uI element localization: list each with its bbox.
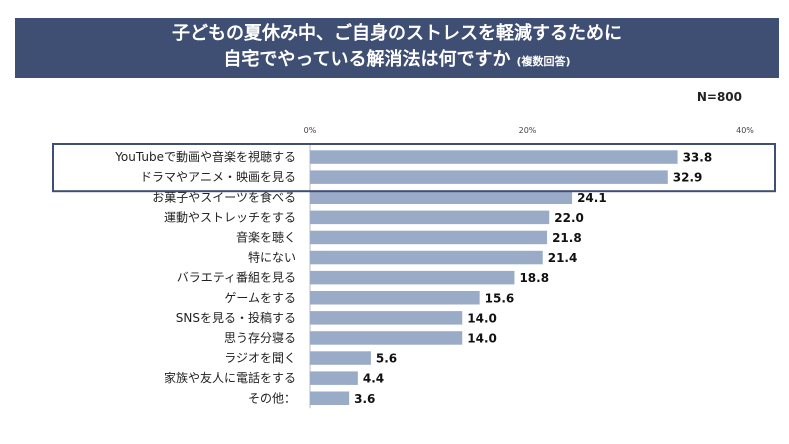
bar xyxy=(310,190,573,204)
value-label: 22.0 xyxy=(554,211,584,225)
value-label: 21.4 xyxy=(548,251,578,265)
category-label: YouTubeで動画や音楽を視聴する xyxy=(114,149,296,164)
bar xyxy=(310,150,678,164)
bar xyxy=(310,210,550,225)
category-label: その他： xyxy=(248,391,296,405)
category-label: バラエティ番組を見る xyxy=(177,271,296,285)
value-label: 14.0 xyxy=(467,331,497,345)
category-label: ゲームをする xyxy=(224,291,296,305)
bar xyxy=(310,371,358,385)
category-label: 運動やストレッチをする xyxy=(164,210,296,224)
x-tick-label: 20% xyxy=(519,126,537,135)
value-label: 4.4 xyxy=(363,372,384,386)
value-label: 18.8 xyxy=(519,271,549,285)
value-label: 5.6 xyxy=(376,352,397,366)
category-label: 思う存分寝る xyxy=(224,330,296,345)
category-label: 音楽を聴く xyxy=(236,229,296,244)
bar xyxy=(310,250,543,265)
category-label: ラジオを聞く xyxy=(224,351,296,365)
value-label: 24.1 xyxy=(577,191,607,205)
x-tick-label: 40% xyxy=(736,126,754,135)
chart-title-line-1: 子どもの夏休み中、ご自身のストレスを軽減するために xyxy=(172,23,622,44)
category-label: ドラマやアニメ・映画を見る xyxy=(140,170,296,184)
bar xyxy=(310,351,371,365)
category-label: お菓子やスイーツを食べる xyxy=(152,189,296,204)
bar xyxy=(310,311,463,325)
bar xyxy=(310,391,350,405)
sample-size-label: N=800 xyxy=(696,90,742,104)
bar xyxy=(310,291,480,305)
chart-title-note: (複数回答) xyxy=(516,55,571,68)
category-label: 特にない xyxy=(248,250,296,265)
value-label: 15.6 xyxy=(485,291,515,305)
bar xyxy=(310,170,668,184)
chart-title-line-2-text: 自宅でやっている解消法は何ですか xyxy=(223,49,511,70)
chart-title-banner: 子どもの夏休み中、ご自身のストレスを軽減するために 自宅でやっている解消法は何で… xyxy=(15,18,779,78)
value-label: 32.9 xyxy=(673,171,703,185)
bar xyxy=(310,331,463,345)
highlight-box xyxy=(52,143,776,193)
x-tick-label: 0% xyxy=(304,126,317,135)
value-label: 3.6 xyxy=(354,392,375,406)
value-label: 14.0 xyxy=(467,311,497,325)
bar xyxy=(310,230,548,245)
category-label: 家族や友人に電話をする xyxy=(164,370,296,385)
bar xyxy=(310,270,515,285)
value-label: 21.8 xyxy=(552,231,582,245)
chart-title-line-2: 自宅でやっている解消法は何ですか (複数回答) xyxy=(223,47,570,75)
value-label: 33.8 xyxy=(683,151,713,165)
category-label: SNSを見る・投稿する xyxy=(176,310,296,325)
